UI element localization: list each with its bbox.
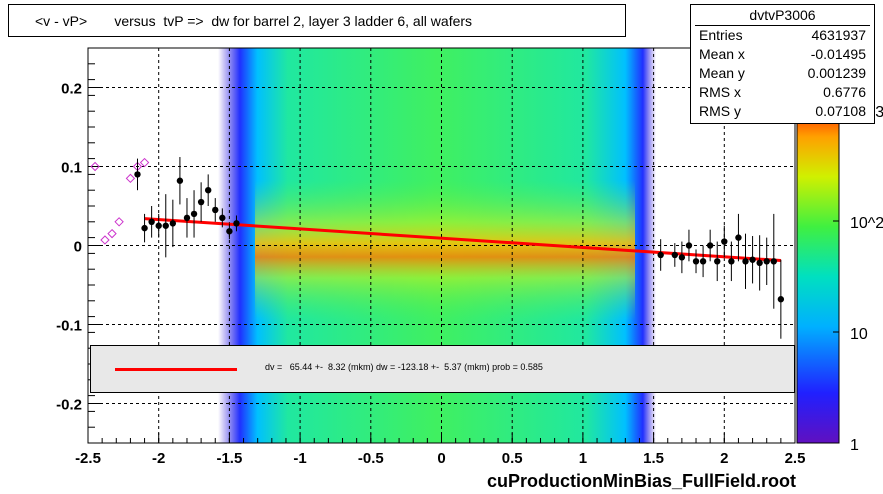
profile-marker bbox=[685, 242, 693, 249]
y-tick-label: -0.1 bbox=[56, 318, 82, 335]
footer-filename: cuProductionMinBias_FullField.root bbox=[487, 471, 797, 491]
profile-marker bbox=[699, 258, 707, 265]
x-tick-label: -0.5 bbox=[358, 450, 384, 467]
open-marker bbox=[100, 235, 110, 245]
open-marker bbox=[139, 157, 150, 168]
profile-marker bbox=[155, 222, 162, 229]
profile-marker bbox=[212, 206, 219, 214]
stats-label: Mean y bbox=[699, 65, 745, 81]
x-tick-label: 0 bbox=[437, 450, 445, 467]
open-marker bbox=[90, 161, 100, 172]
profile-marker bbox=[176, 177, 184, 184]
colorbar-tick-label: 10^2 bbox=[850, 215, 883, 232]
profile-marker bbox=[742, 258, 749, 265]
profile-marker bbox=[183, 214, 191, 222]
grid-lines bbox=[88, 48, 795, 443]
colorbar-tick-label: 10 bbox=[850, 326, 868, 343]
profile-markers-layer bbox=[134, 157, 785, 339]
y-tick-label: 0.1 bbox=[61, 160, 82, 177]
profile-marker bbox=[728, 258, 735, 265]
x-tick-label: 2 bbox=[720, 450, 728, 467]
open-marker bbox=[125, 173, 136, 184]
x-tick-label: -2.5 bbox=[75, 450, 101, 467]
stats-value: -0.01495 bbox=[810, 46, 866, 62]
profile-marker bbox=[219, 214, 226, 222]
stats-value: 0.07108 bbox=[815, 103, 866, 119]
fit-legend-line bbox=[115, 368, 237, 371]
y-tick-label: -0.2 bbox=[56, 397, 82, 414]
profile-marker bbox=[692, 258, 700, 265]
profile-marker bbox=[756, 259, 763, 267]
stats-name: dvtvP3006 bbox=[695, 5, 870, 26]
profile-marker bbox=[134, 171, 141, 178]
y-tick-label: 0 bbox=[74, 239, 82, 256]
profile-marker bbox=[763, 258, 770, 265]
fit-legend-text: dv = 65.44 +- 8.32 (mkm) dw = -123.18 +-… bbox=[265, 362, 543, 372]
profile-marker bbox=[162, 222, 169, 229]
open-markers-layer bbox=[90, 157, 150, 245]
fit-legend: dv = 65.44 +- 8.32 (mkm) dw = -123.18 +-… bbox=[90, 345, 795, 393]
stats-label: RMS y bbox=[699, 103, 741, 119]
y-axis: -0.2 -0.1 0 0.1 0.2 bbox=[56, 47, 102, 444]
profile-marker bbox=[190, 210, 198, 218]
profile-marker bbox=[777, 296, 785, 303]
stats-row-rms-x: RMS x 0.6776 bbox=[691, 83, 874, 102]
x-tick-label: 1 bbox=[579, 450, 587, 467]
stats-value: 0.6776 bbox=[823, 84, 866, 100]
profile-marker bbox=[197, 198, 205, 206]
stats-row-rms-y: RMS y 0.07108 bbox=[691, 102, 874, 121]
profile-marker bbox=[169, 220, 177, 227]
colorbar bbox=[797, 110, 839, 443]
heatmap-core bbox=[255, 180, 635, 320]
colorbar-tick-label: 1 bbox=[850, 437, 859, 454]
profile-marker bbox=[714, 258, 721, 265]
x-axis: -2.5 -2 -1.5 -1 -0.5 0 0.5 1 1.5 2 2.5 bbox=[75, 433, 805, 467]
profile-marker bbox=[226, 228, 233, 235]
profile-marker bbox=[657, 251, 664, 259]
stats-value: 0.001239 bbox=[807, 65, 866, 81]
profile-marker bbox=[770, 258, 777, 265]
stats-label: RMS x bbox=[699, 84, 741, 100]
stats-label: Mean x bbox=[699, 46, 745, 62]
profile-marker bbox=[678, 254, 686, 261]
profile-marker bbox=[749, 256, 756, 263]
x-tick-label: -1.5 bbox=[216, 450, 242, 467]
plot-title: <v - vP> versus tvP => dw for barrel 2, … bbox=[8, 4, 626, 37]
stats-row-mean-x: Mean x -0.01495 bbox=[691, 45, 874, 64]
x-tick-label: 2.5 bbox=[785, 450, 806, 467]
open-marker bbox=[114, 217, 124, 227]
open-marker bbox=[107, 228, 117, 239]
stats-row-entries: Entries 4631937 bbox=[691, 26, 874, 45]
profile-marker bbox=[735, 234, 742, 241]
profile-marker bbox=[148, 218, 155, 225]
stats-value: 4631937 bbox=[811, 27, 866, 43]
profile-marker bbox=[141, 224, 148, 232]
profile-marker bbox=[721, 238, 728, 245]
stats-label: Entries bbox=[699, 27, 743, 43]
x-tick-label: 1.5 bbox=[643, 450, 664, 467]
x-tick-label: 0.5 bbox=[502, 450, 523, 467]
x-tick-label: -1 bbox=[293, 450, 306, 467]
profile-marker bbox=[706, 242, 714, 249]
y-tick-label: 0.2 bbox=[61, 81, 82, 98]
profile-marker bbox=[204, 187, 212, 194]
stats-row-mean-y: Mean y 0.001239 bbox=[691, 64, 874, 83]
stats-box: dvtvP3006 Entries 4631937 Mean x -0.0149… bbox=[690, 4, 875, 124]
profile-marker bbox=[233, 220, 240, 227]
profile-marker bbox=[671, 251, 679, 259]
x-tick-label: -2 bbox=[152, 450, 165, 467]
